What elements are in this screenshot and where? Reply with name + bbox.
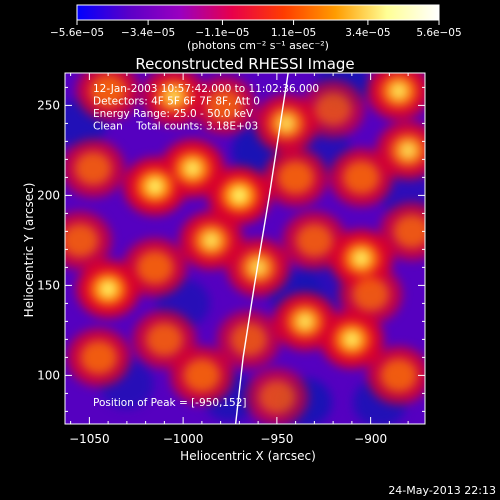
annotation-line: 12-Jan-2003 10:57:42.000 to 11:02:36.000 bbox=[93, 83, 319, 95]
annotation-line: Energy Range: 25.0 - 50.0 keV bbox=[93, 108, 254, 120]
annotation-line: Clean Total counts: 3.18E+03 bbox=[93, 121, 258, 133]
colorbar-tick-label: 5.6e−05 bbox=[416, 27, 461, 39]
colorbar-tick-label: −5.6e−05 bbox=[50, 27, 104, 39]
bright-region-core bbox=[183, 159, 202, 178]
bright-region-core bbox=[248, 258, 268, 277]
bright-region-mid bbox=[80, 340, 118, 375]
bright-region-core bbox=[398, 141, 418, 160]
bright-region-mid bbox=[74, 151, 112, 186]
solar-limb-curve bbox=[234, 73, 289, 424]
bright-region-core bbox=[351, 249, 371, 268]
bright-region-core bbox=[295, 312, 315, 331]
peak-position-label: Position of Peak = [-950,152] bbox=[93, 397, 247, 409]
bright-region-core bbox=[201, 231, 221, 250]
bright-region-mid bbox=[380, 358, 418, 393]
bright-region-mid bbox=[314, 92, 352, 126]
bright-region-mid bbox=[89, 74, 127, 108]
chart-title: Reconstructed RHESSI Image bbox=[135, 55, 354, 73]
footer-timestamp: 24-May-2013 22:13 bbox=[388, 484, 496, 497]
x-tick-label: −1050 bbox=[69, 432, 110, 446]
bright-region-core bbox=[98, 279, 118, 299]
y-axis-label: Heliocentric Y (arcsec) bbox=[22, 183, 36, 318]
y-tick-label: 200 bbox=[37, 188, 60, 202]
bright-region-core bbox=[342, 330, 362, 349]
y-tick-label: 150 bbox=[37, 278, 60, 292]
y-tick-label: 100 bbox=[37, 368, 60, 382]
colorbar-unit-label: (photons cm⁻² s⁻¹ asec⁻²) bbox=[187, 39, 329, 52]
bright-region-mid bbox=[183, 358, 221, 393]
annotation-line: Detectors: 4F 5F 6F 7F 8F, Att 0 bbox=[93, 96, 260, 108]
plot-frame bbox=[64, 72, 426, 425]
colorbar-tick-label: 3.4e−05 bbox=[345, 27, 390, 39]
bright-region-mid bbox=[393, 214, 425, 249]
bright-region-mid bbox=[342, 160, 380, 195]
bright-region-core bbox=[145, 177, 165, 196]
x-tick-label: −900 bbox=[354, 432, 387, 446]
bright-region-mid bbox=[205, 88, 243, 123]
heatmap-image bbox=[65, 73, 425, 424]
bright-region-mid bbox=[230, 322, 268, 357]
y-tick-label: 250 bbox=[37, 98, 60, 112]
bright-region-core bbox=[389, 81, 409, 101]
bright-region-mid bbox=[258, 380, 296, 414]
bright-region-mid bbox=[65, 223, 99, 258]
bright-region-mid bbox=[145, 322, 183, 357]
bright-region-mid bbox=[277, 160, 315, 195]
bright-region-mid bbox=[352, 277, 390, 312]
x-tick-label: −1000 bbox=[163, 432, 204, 446]
colorbar-tick-label: −1.1e−05 bbox=[195, 27, 249, 39]
colorbar-tick-label: −3.4e−05 bbox=[121, 27, 175, 39]
colorbar-tick-label: 1.1e−05 bbox=[271, 27, 316, 39]
bright-region-mid bbox=[295, 223, 333, 258]
x-tick-label: −950 bbox=[260, 432, 293, 446]
colorbar bbox=[76, 4, 440, 21]
bright-region-mid bbox=[136, 250, 174, 285]
bright-region-core bbox=[230, 186, 249, 205]
bright-region-core bbox=[164, 87, 184, 106]
x-axis-label: Heliocentric X (arcsec) bbox=[180, 449, 316, 463]
